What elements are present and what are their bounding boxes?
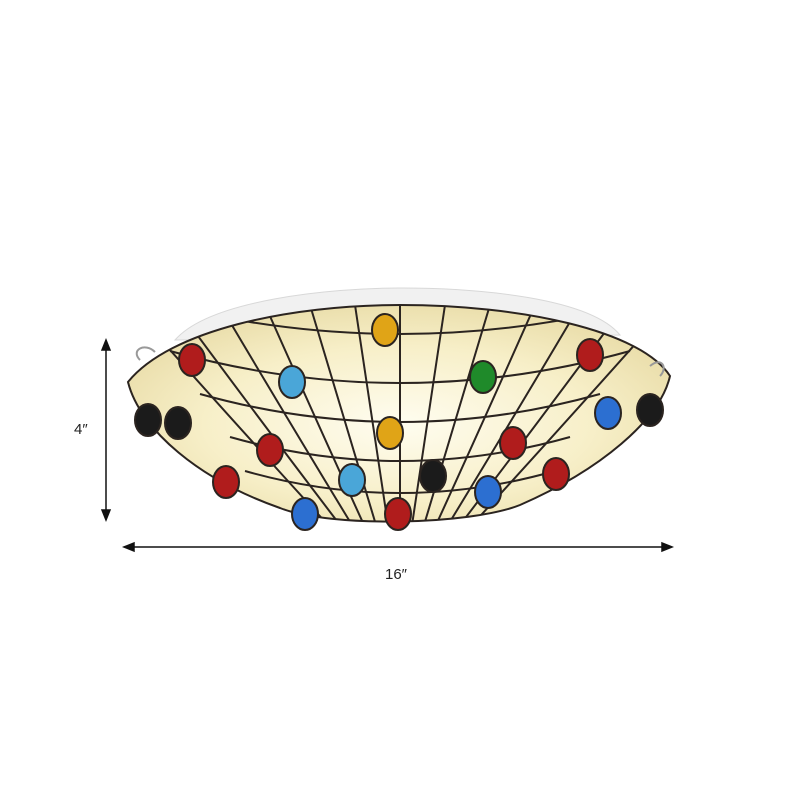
jewel: [384, 497, 412, 531]
height-arrow-bottom: [100, 509, 112, 523]
jewel: [212, 465, 240, 499]
jewel: [291, 497, 319, 531]
height-label: 4″: [74, 421, 88, 438]
width-arrow-left: [121, 541, 135, 553]
width-arrow-right: [661, 541, 675, 553]
jewel: [576, 338, 604, 372]
jewel: [338, 463, 366, 497]
jewel: [134, 403, 162, 437]
left-hook: [135, 346, 156, 361]
jewel: [499, 426, 527, 460]
lead-rib: [219, 305, 353, 522]
jewel: [542, 457, 570, 491]
lead-rib: [435, 305, 536, 522]
jewel: [278, 365, 306, 399]
jewel: [469, 360, 497, 394]
jewel: [419, 459, 447, 493]
lead-rib: [309, 305, 377, 522]
jewel: [164, 406, 192, 440]
jewel: [636, 393, 664, 427]
lead-rib: [264, 305, 365, 522]
jewel: [376, 416, 404, 450]
lead-rib: [447, 305, 581, 522]
lead-rib: [423, 305, 491, 522]
width-label: 16″: [385, 566, 407, 583]
height-arrow-top: [100, 337, 112, 351]
lead-rib: [354, 305, 389, 522]
jewel: [371, 313, 399, 347]
lead-rib: [411, 305, 446, 522]
jewel: [474, 475, 502, 509]
jewel-group: [134, 313, 664, 531]
right-hook: [649, 361, 665, 377]
jewel: [178, 343, 206, 377]
jewel: [594, 396, 622, 430]
jewel: [256, 433, 284, 467]
